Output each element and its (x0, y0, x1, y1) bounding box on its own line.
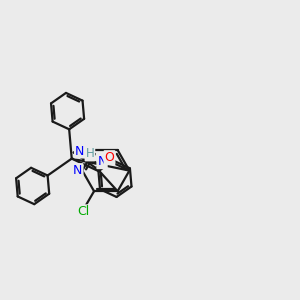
Text: H: H (85, 148, 94, 160)
Text: Cl: Cl (77, 205, 89, 218)
Text: O: O (105, 151, 114, 164)
Text: N: N (73, 164, 83, 177)
Text: N: N (75, 145, 84, 158)
Text: N: N (97, 155, 107, 168)
